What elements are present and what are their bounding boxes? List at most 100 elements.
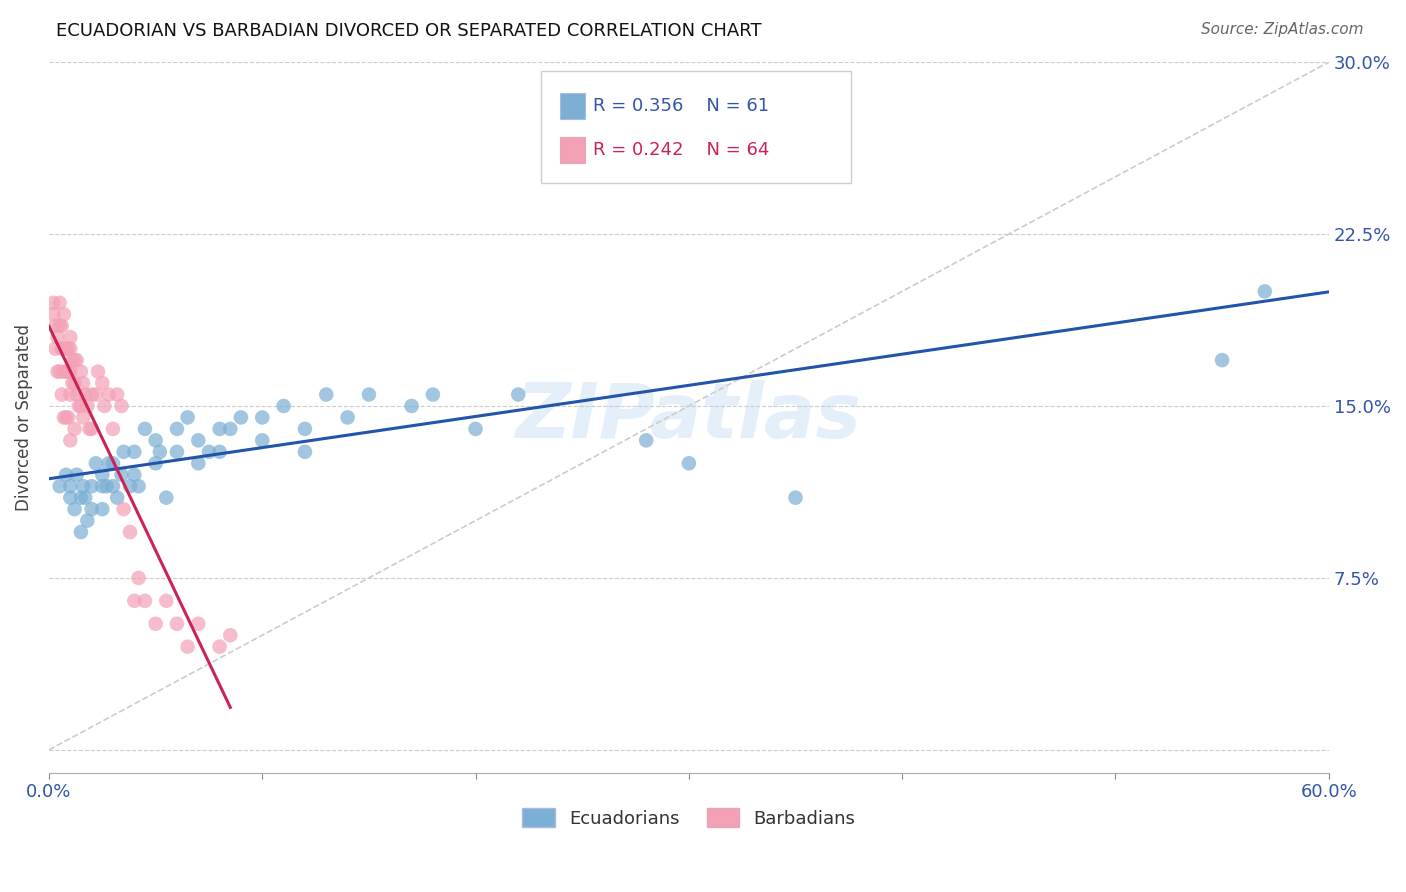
Point: [87, 365, 110, 379]
Point: [44, 342, 66, 356]
Point: [101, 479, 124, 493]
Point: [75, 387, 97, 401]
Point: [59, 387, 82, 401]
Point: [134, 422, 156, 436]
Point: [80, 479, 103, 493]
Point: [84, 456, 107, 470]
Point: [252, 434, 274, 448]
Point: [59, 491, 82, 505]
Point: [422, 387, 444, 401]
Legend: Ecuadorians, Barbadians: Ecuadorians, Barbadians: [515, 801, 863, 835]
Point: [76, 399, 98, 413]
Point: [52, 410, 75, 425]
Point: [101, 422, 124, 436]
Point: [80, 502, 103, 516]
Point: [42, 307, 65, 321]
Point: [145, 434, 167, 448]
Point: [128, 479, 150, 493]
Point: [91, 376, 114, 390]
Point: [155, 491, 177, 505]
Point: [118, 479, 141, 493]
Point: [70, 491, 93, 505]
Point: [252, 410, 274, 425]
Point: [294, 445, 316, 459]
Point: [59, 342, 82, 356]
Point: [187, 456, 209, 470]
Point: [785, 491, 807, 505]
Point: [55, 467, 77, 482]
Point: [176, 410, 198, 425]
Point: [91, 502, 114, 516]
Point: [52, 365, 75, 379]
Point: [678, 456, 700, 470]
Point: [80, 422, 103, 436]
Point: [62, 376, 84, 390]
Point: [571, 124, 593, 138]
Point: [124, 467, 146, 482]
Point: [1254, 285, 1277, 299]
Point: [219, 422, 242, 436]
Point: [112, 445, 135, 459]
Y-axis label: Divorced or Separated: Divorced or Separated: [15, 324, 32, 511]
Point: [357, 387, 380, 401]
Point: [118, 524, 141, 539]
Point: [62, 353, 84, 368]
Point: [636, 434, 658, 448]
Text: ZIPatlas: ZIPatlas: [516, 381, 862, 454]
Point: [72, 410, 94, 425]
Point: [44, 318, 66, 333]
Point: [176, 640, 198, 654]
Point: [198, 445, 221, 459]
Point: [187, 616, 209, 631]
Point: [67, 399, 90, 413]
Point: [166, 445, 188, 459]
Point: [336, 410, 359, 425]
Point: [75, 491, 97, 505]
Point: [112, 502, 135, 516]
Point: [70, 365, 93, 379]
Point: [55, 365, 77, 379]
Point: [63, 353, 86, 368]
Point: [208, 640, 231, 654]
Point: [66, 353, 89, 368]
Point: [96, 479, 118, 493]
Point: [110, 399, 132, 413]
Point: [72, 479, 94, 493]
Point: [52, 307, 75, 321]
Point: [55, 410, 77, 425]
Point: [401, 399, 423, 413]
Point: [1211, 353, 1233, 368]
Point: [63, 502, 86, 516]
Text: Source: ZipAtlas.com: Source: ZipAtlas.com: [1201, 22, 1364, 37]
Point: [66, 387, 89, 401]
Point: [51, 318, 73, 333]
Point: [145, 616, 167, 631]
Point: [59, 330, 82, 344]
Text: ECUADORIAN VS BARBADIAN DIVORCED OR SEPARATED CORRELATION CHART: ECUADORIAN VS BARBADIAN DIVORCED OR SEPA…: [56, 22, 762, 40]
Point: [166, 422, 188, 436]
Point: [79, 422, 101, 436]
Point: [56, 365, 79, 379]
Point: [149, 445, 172, 459]
Point: [59, 479, 82, 493]
Point: [464, 422, 486, 436]
Point: [91, 467, 114, 482]
Point: [51, 342, 73, 356]
Point: [134, 594, 156, 608]
Point: [124, 594, 146, 608]
Point: [315, 387, 337, 401]
Point: [294, 422, 316, 436]
Point: [97, 456, 120, 470]
Point: [273, 399, 295, 413]
Point: [187, 434, 209, 448]
Point: [51, 387, 73, 401]
Point: [48, 479, 70, 493]
Point: [46, 330, 69, 344]
Point: [208, 422, 231, 436]
Point: [70, 524, 93, 539]
Point: [48, 318, 70, 333]
Point: [91, 479, 114, 493]
Point: [76, 514, 98, 528]
Point: [56, 410, 79, 425]
Point: [42, 295, 65, 310]
